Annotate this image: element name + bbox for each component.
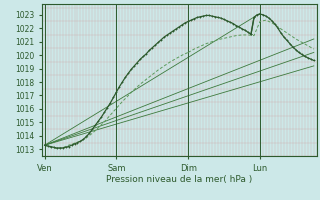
X-axis label: Pression niveau de la mer( hPa ): Pression niveau de la mer( hPa ) bbox=[106, 175, 252, 184]
